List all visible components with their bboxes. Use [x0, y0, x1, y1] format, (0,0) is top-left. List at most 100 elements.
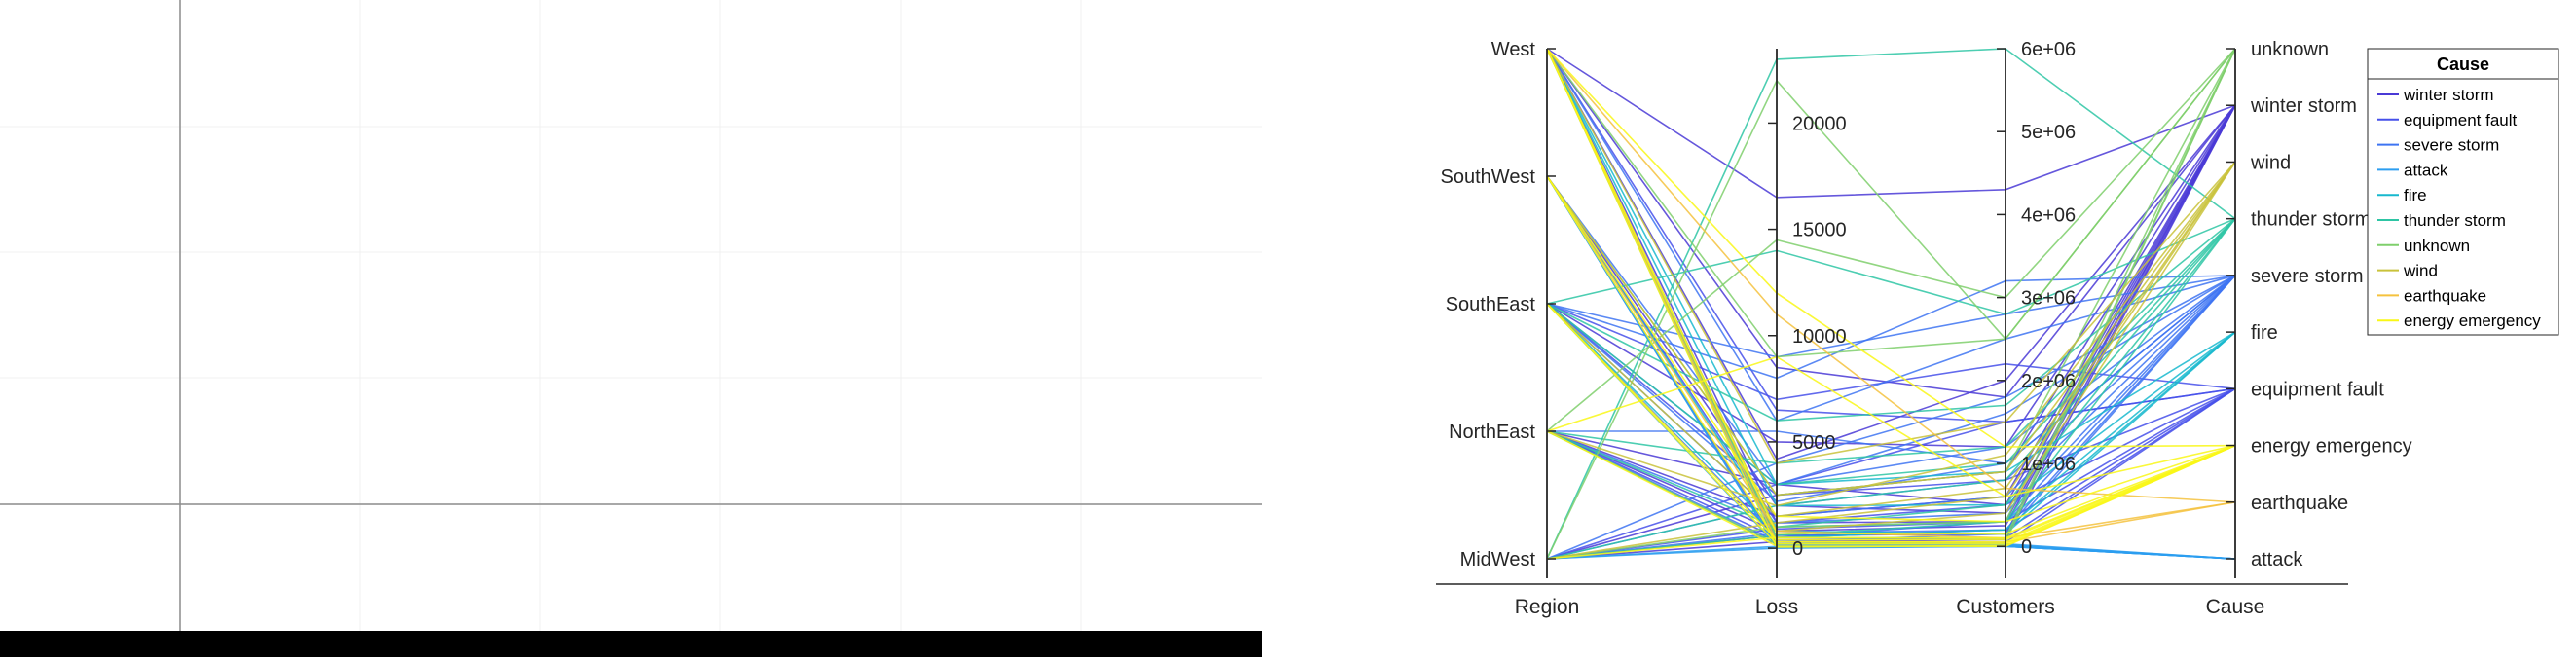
- data-line: [1546, 48, 2236, 560]
- bottom-black-bar: [0, 631, 1262, 657]
- data-line: [1546, 48, 2236, 486]
- tick-label: 4e+06: [2021, 204, 2076, 226]
- axis-title-cause: Cause: [2206, 596, 2265, 618]
- data-line: [1546, 161, 2236, 518]
- data-line: [1546, 275, 2236, 380]
- data-line: [1546, 175, 2236, 523]
- legend-box: [2367, 48, 2559, 336]
- data-line: [1546, 218, 2236, 560]
- tick-label: 6e+06: [2021, 39, 2076, 60]
- legend-title: Cause: [2437, 55, 2489, 74]
- data-line: [1546, 104, 2236, 506]
- tick-label: 2e+06: [2021, 371, 2076, 392]
- legend-entry: wind: [2377, 262, 2438, 280]
- legend-label: winter storm: [2403, 86, 2494, 104]
- data-lines-layer: [1546, 48, 2236, 560]
- tick-label: 1e+06: [2021, 454, 2076, 475]
- legend: Cause winter storm equipment fault severe …: [2367, 48, 2559, 336]
- tick-label: attack: [2251, 549, 2303, 570]
- legend-label: wind: [2403, 262, 2438, 280]
- tick-label: West: [1491, 39, 1536, 60]
- data-line: [1546, 303, 2236, 535]
- legend-label: unknown: [2404, 237, 2470, 255]
- data-line: [1546, 217, 2236, 315]
- legend-label: severe storm: [2404, 136, 2499, 155]
- tick-label: severe storm: [2251, 266, 2364, 287]
- legend-entry: thunder storm: [2377, 211, 2506, 230]
- data-line: [1546, 48, 2236, 535]
- data-line: [1546, 303, 2236, 496]
- data-line: [1546, 48, 2236, 199]
- axis-title-loss: Loss: [1755, 596, 1798, 618]
- legend-entry: severe storm: [2377, 136, 2499, 155]
- tick-label: unknown: [2251, 39, 2329, 60]
- tick-label: energy emergency: [2251, 436, 2412, 458]
- data-line: [1546, 387, 2236, 560]
- axis-region: MidWest NorthEast SouthEast SouthWest West Re…: [1441, 39, 1580, 618]
- data-line: [1546, 430, 2236, 548]
- data-line: [1546, 175, 2236, 539]
- legend-entry: winter storm: [2377, 86, 2494, 104]
- legend-entry: attack: [2377, 161, 2448, 179]
- tick-label: 5000: [1792, 432, 1836, 454]
- tick-label: 3e+06: [2021, 288, 2076, 310]
- data-line: [1546, 48, 2236, 545]
- data-line: [1546, 303, 2236, 541]
- data-line: [1546, 48, 2236, 448]
- data-line: [1546, 161, 2236, 496]
- tick-label: 15000: [1792, 220, 1847, 241]
- tick-label: equipment fault: [2251, 379, 2384, 400]
- axes-layer: MidWest NorthEast SouthEast SouthWest West Re…: [1436, 39, 2412, 618]
- data-line: [1546, 218, 2236, 560]
- axis-title-customers: Customers: [1956, 596, 2055, 618]
- data-line: [1546, 275, 2236, 524]
- data-line: [1546, 104, 2236, 448]
- tick-label: MidWest: [1460, 549, 1536, 570]
- data-line: [1546, 48, 2236, 503]
- tick-label: wind: [2250, 152, 2291, 173]
- axis-cause: attack earthquake energy emergency equipmen…: [2206, 39, 2412, 618]
- series-energy-emergency: [1546, 48, 2236, 560]
- data-line: [1546, 218, 2236, 422]
- data-line: [1546, 104, 2236, 560]
- data-line: [1546, 355, 2236, 497]
- tick-label: winter storm: [2250, 95, 2357, 117]
- axis-loss: 0 5000 10000 15000 20000 Loss: [1755, 49, 1847, 618]
- legend-label: thunder storm: [2404, 211, 2506, 230]
- tick-label: thunder storm: [2251, 209, 2371, 231]
- tick-label: SouthWest: [1441, 166, 1536, 188]
- tick-label: 0: [2021, 536, 2032, 558]
- legend-label: equipment fault: [2404, 111, 2518, 129]
- legend-label: earthquake: [2404, 286, 2486, 305]
- legend-label: energy emergency: [2404, 312, 2541, 330]
- empty-plot-grid: [0, 0, 1262, 631]
- data-line: [1546, 161, 2236, 560]
- tick-label: NorthEast: [1449, 422, 1535, 443]
- data-line: [1546, 218, 2236, 464]
- data-line: [1546, 48, 2236, 358]
- data-line: [1546, 48, 2236, 560]
- empty-plot-canvas: [0, 0, 1262, 657]
- tick-label: earthquake: [2251, 493, 2348, 514]
- tick-label: SouthEast: [1446, 294, 1536, 315]
- legend-label: attack: [2404, 161, 2448, 179]
- data-line: [1546, 48, 2236, 464]
- tick-label: 5e+06: [2021, 122, 2076, 143]
- legend-entry: fire: [2377, 186, 2427, 204]
- tick-label: 0: [1792, 538, 1803, 560]
- tick-label: fire: [2251, 322, 2278, 344]
- legend-entry: equipment fault: [2377, 111, 2518, 129]
- legend-label: fire: [2404, 186, 2427, 204]
- axis-customers: 0 1e+06 2e+06 3e+06 4e+06 5e+06 6e+06 Customers: [1956, 39, 2076, 618]
- legend-entry: earthquake: [2377, 286, 2486, 305]
- empty-plot-panel: [0, 0, 1262, 657]
- data-line: [1546, 48, 2236, 423]
- data-line: [1546, 218, 2236, 529]
- axis-title-region: Region: [1515, 596, 1580, 618]
- tick-label: 20000: [1792, 113, 1847, 134]
- legend-entry: energy emergency: [2377, 312, 2541, 330]
- data-line: [1546, 48, 2236, 460]
- legend-entry: unknown: [2377, 237, 2470, 255]
- tick-label: 10000: [1792, 326, 1847, 348]
